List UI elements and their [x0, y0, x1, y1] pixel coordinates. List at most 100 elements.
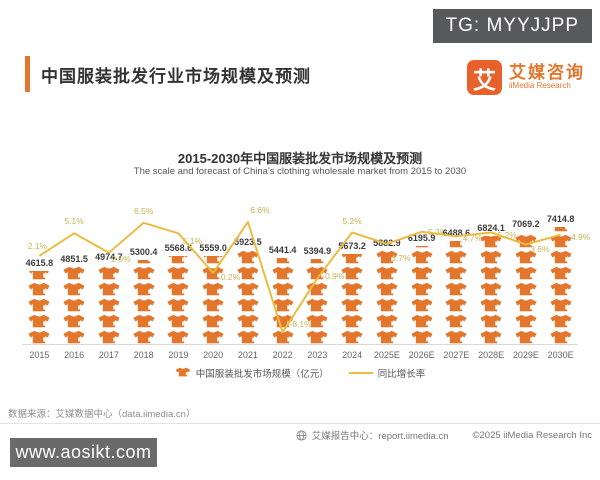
clothing-pictograph-icon	[202, 330, 224, 344]
iimedia-logo-icon: 艾	[467, 60, 502, 95]
clothing-pictograph-icon	[29, 271, 50, 280]
clothing-pictograph-icon	[554, 227, 570, 232]
x-axis-tick-label: 2029E	[512, 350, 539, 360]
iimedia-logo: 艾 艾媒咨询 iiMedia Research	[467, 60, 585, 95]
clothing-pictograph-icon	[515, 250, 537, 264]
pictograph-bar	[476, 236, 506, 344]
clothing-pictograph-icon	[480, 330, 502, 344]
clothing-pictograph-icon	[515, 266, 537, 280]
pictograph-bar	[94, 265, 124, 344]
clothing-pictograph-icon	[376, 314, 398, 328]
clothing-pictograph-icon	[203, 256, 223, 264]
pictograph-bar	[407, 246, 437, 344]
clothing-pictograph-icon	[169, 256, 188, 264]
tg-contact-badge: TG: MYYJJPP	[432, 9, 592, 43]
clothing-pictograph-icon	[272, 298, 294, 312]
clothing-pictograph-icon	[550, 266, 572, 280]
x-axis-tick-label: 2017	[98, 350, 119, 360]
clothing-pictograph-icon	[133, 314, 155, 328]
growth-rate-label: 5.1%	[64, 216, 84, 227]
clothing-pictograph-icon	[445, 330, 467, 344]
clothing-pictograph-icon	[98, 314, 120, 328]
clothing-pictograph-icon	[515, 314, 537, 328]
clothing-pictograph-icon	[515, 282, 537, 296]
x-axis-tick-label: 2016	[64, 350, 85, 360]
pictograph-bar	[129, 260, 159, 344]
clothing-pictograph-icon	[550, 298, 572, 312]
pictograph-bar	[59, 267, 89, 344]
clothing-pictograph-icon	[63, 298, 85, 312]
clothing-pictograph-icon	[376, 266, 398, 280]
page-title: 中国服装批发行业市场规模及预测	[41, 66, 311, 86]
clothing-pictograph-icon	[237, 314, 259, 328]
legend-item-growth-rate: 同比增长率	[348, 366, 425, 380]
clothing-pictograph-icon	[167, 266, 189, 280]
clothing-pictograph-icon	[341, 314, 363, 328]
clothing-pictograph-icon	[133, 266, 155, 280]
clothing-pictograph-icon	[167, 298, 189, 312]
clothing-pictograph-icon	[411, 282, 433, 296]
bar-value-label: 6195.9	[407, 233, 436, 243]
bar-value-label: 6488.6	[442, 228, 471, 238]
clothing-pictograph-icon	[445, 250, 467, 264]
bar-value-label: 5568.6	[164, 243, 193, 253]
x-axis-tick-label: 2030E	[547, 350, 574, 360]
x-axis-tick-label: 2019	[168, 350, 189, 360]
clothing-pictograph-icon	[167, 330, 189, 344]
clothing-pictograph-icon	[63, 314, 85, 328]
logo-name-en: iiMedia Research	[509, 81, 571, 91]
globe-icon	[296, 429, 307, 441]
clothing-pictograph-icon	[237, 282, 259, 296]
growth-rate-label: -0.9%	[322, 271, 345, 282]
x-axis-tick-label: 2028E	[478, 350, 505, 360]
chart-subtitle: The scale and forecast of China's clothi…	[133, 166, 467, 177]
logo-name-cn: 艾媒咨询	[509, 63, 585, 83]
clothing-pictograph-icon	[175, 367, 191, 380]
growth-rate-label: 3.6%	[530, 243, 550, 254]
clothing-pictograph-icon	[341, 330, 363, 344]
clothing-pictograph-icon	[311, 259, 326, 264]
clothing-pictograph-icon	[167, 282, 189, 296]
clothing-pictograph-icon	[550, 282, 572, 296]
pictograph-bar	[546, 227, 576, 344]
clothing-pictograph-icon	[341, 254, 363, 264]
x-axis-tick-label: 2022	[272, 350, 293, 360]
clothing-pictograph-icon	[28, 330, 50, 344]
clothing-pictograph-icon	[28, 298, 50, 312]
x-axis-tick-label: 2024	[342, 350, 363, 360]
clothing-pictograph-icon	[411, 330, 433, 344]
clothing-pictograph-icon	[376, 330, 398, 344]
clothing-pictograph-icon	[237, 330, 259, 344]
pictograph-bar	[233, 250, 263, 344]
growth-rate-label: 5.1%	[182, 236, 203, 247]
clothing-pictograph-icon	[167, 314, 189, 328]
clothing-pictograph-icon	[133, 298, 155, 312]
x-axis-tick-label: 2021	[237, 350, 258, 360]
clothing-pictograph-icon	[411, 250, 433, 264]
bar-value-label: 7414.8	[546, 214, 575, 224]
x-axis-tick-label: 2026E	[408, 350, 435, 360]
bar-value-label: 4615.8	[25, 258, 54, 268]
bar-value-label: 5394.9	[303, 246, 332, 256]
growth-rate-label: 6.6%	[250, 205, 270, 215]
clothing-pictograph-icon	[237, 250, 259, 264]
clothing-pictograph-icon	[445, 266, 467, 280]
clothing-pictograph-icon	[272, 330, 294, 344]
clothing-pictograph-icon	[341, 298, 363, 312]
x-axis-tick-label: 2018	[133, 350, 154, 360]
x-axis-tick-label: 2025E	[373, 350, 400, 360]
bar-value-label: 5673.2	[338, 241, 366, 251]
clothing-pictograph-icon	[445, 298, 467, 312]
growth-rate-line	[38, 221, 561, 334]
bar-value-label: 5559.0	[199, 243, 227, 253]
bar-value-label: 5300.4	[129, 247, 158, 257]
clothing-pictograph-icon	[550, 234, 572, 248]
clothing-pictograph-icon	[133, 330, 155, 344]
clothing-pictograph-icon	[376, 298, 398, 312]
clothing-pictograph-icon	[202, 282, 224, 296]
clothing-pictograph-icon	[28, 282, 50, 296]
clothing-pictograph-icon	[480, 298, 502, 312]
clothing-pictograph-icon	[28, 314, 50, 328]
pictograph-bar	[337, 254, 367, 344]
clothing-pictograph-icon	[550, 314, 572, 328]
